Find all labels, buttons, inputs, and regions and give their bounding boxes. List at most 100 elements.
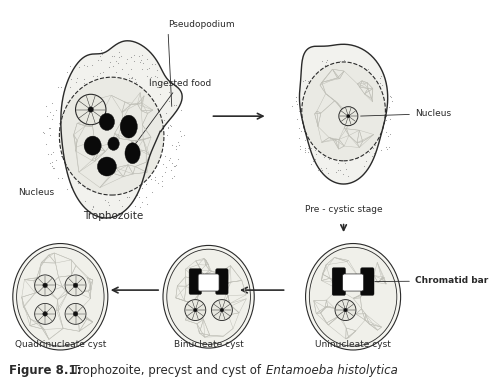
Point <box>334 132 342 138</box>
Ellipse shape <box>310 247 397 346</box>
Point <box>355 135 363 141</box>
Point <box>357 122 365 128</box>
Point <box>148 74 156 80</box>
Point <box>167 123 175 129</box>
Point <box>135 194 143 201</box>
Circle shape <box>65 303 86 324</box>
Point <box>152 177 160 183</box>
Point <box>72 131 80 138</box>
Point <box>172 102 180 109</box>
Point <box>349 138 357 144</box>
Point <box>364 65 372 72</box>
Point <box>110 158 118 164</box>
Point <box>165 89 173 95</box>
Point <box>152 118 160 124</box>
Ellipse shape <box>125 143 140 164</box>
Point <box>149 82 157 88</box>
Point <box>292 94 300 100</box>
Point <box>100 159 108 165</box>
Point <box>100 76 108 82</box>
Point <box>341 160 349 166</box>
Point <box>92 100 100 106</box>
Point <box>327 93 335 100</box>
Point <box>81 94 89 101</box>
Point <box>81 198 89 204</box>
Point <box>124 71 132 77</box>
Point <box>96 116 104 122</box>
Point <box>82 185 90 191</box>
Point <box>88 98 96 105</box>
Point <box>300 97 308 103</box>
Point <box>62 106 70 113</box>
Point <box>170 163 178 169</box>
Point <box>116 53 124 60</box>
Point <box>340 64 348 71</box>
Point <box>82 101 90 107</box>
Point <box>96 152 104 158</box>
Point <box>66 83 74 90</box>
Ellipse shape <box>100 113 114 131</box>
Point <box>116 149 124 155</box>
Point <box>78 151 86 157</box>
Point <box>310 73 318 80</box>
Point <box>160 116 168 123</box>
Point <box>62 139 70 145</box>
FancyBboxPatch shape <box>360 268 374 295</box>
Point <box>96 117 104 123</box>
Point <box>118 203 126 209</box>
Point <box>48 151 56 157</box>
Point <box>321 62 329 69</box>
Point <box>293 101 301 107</box>
Point <box>170 102 177 108</box>
Point <box>117 53 125 59</box>
Point <box>332 60 340 66</box>
Point <box>382 80 390 86</box>
Point <box>86 88 94 94</box>
Point <box>299 78 307 84</box>
Point <box>86 111 94 118</box>
Point <box>172 142 180 149</box>
Point <box>353 155 361 162</box>
Point <box>48 163 56 170</box>
Point <box>336 58 344 64</box>
Point <box>354 125 362 131</box>
Point <box>122 60 130 66</box>
Point <box>326 96 334 102</box>
Point <box>342 166 350 172</box>
Point <box>73 74 81 81</box>
Point <box>172 162 180 168</box>
Point <box>336 117 344 123</box>
Point <box>89 105 97 111</box>
Point <box>116 142 124 148</box>
Point <box>112 108 120 114</box>
Point <box>106 128 114 134</box>
Point <box>318 167 326 174</box>
Point <box>370 120 378 126</box>
Text: Trophozoite, precyst and cyst of: Trophozoite, precyst and cyst of <box>65 364 265 377</box>
Point <box>118 151 126 157</box>
Point <box>306 145 314 151</box>
Point <box>354 83 362 89</box>
Point <box>308 90 316 96</box>
FancyBboxPatch shape <box>342 274 363 291</box>
Point <box>90 105 98 112</box>
Point <box>143 56 151 62</box>
Point <box>128 54 136 60</box>
Point <box>154 145 162 152</box>
Point <box>332 117 340 123</box>
Point <box>324 156 332 162</box>
Point <box>158 79 166 85</box>
Point <box>370 107 378 113</box>
Point <box>147 104 155 111</box>
Point <box>302 137 310 143</box>
Point <box>103 108 111 114</box>
Point <box>139 59 147 65</box>
Point <box>364 114 372 121</box>
Point <box>140 143 147 149</box>
Text: Binucleate cyst: Binucleate cyst <box>174 340 244 349</box>
Point <box>372 124 380 130</box>
Point <box>118 66 126 72</box>
Point <box>321 79 329 85</box>
Point <box>49 112 57 118</box>
Point <box>124 167 132 173</box>
